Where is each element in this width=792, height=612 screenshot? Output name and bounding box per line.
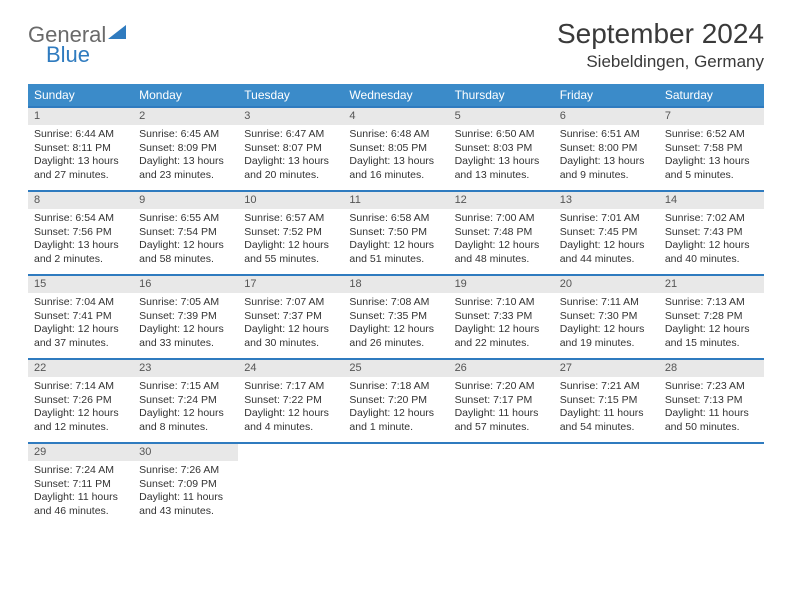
day-number-cell: 13 bbox=[554, 191, 659, 209]
logo-triangle-icon bbox=[108, 25, 126, 39]
day-number-cell: 20 bbox=[554, 275, 659, 293]
day-number-cell: 23 bbox=[133, 359, 238, 377]
day-number-row: 22232425262728 bbox=[28, 359, 764, 377]
day-content-cell: Sunrise: 7:20 AMSunset: 7:17 PMDaylight:… bbox=[449, 377, 554, 443]
day-content-cell: Sunrise: 7:01 AMSunset: 7:45 PMDaylight:… bbox=[554, 209, 659, 275]
weekday-sunday: Sunday bbox=[28, 84, 133, 107]
day-content-cell: Sunrise: 7:00 AMSunset: 7:48 PMDaylight:… bbox=[449, 209, 554, 275]
day-number-cell: 30 bbox=[133, 443, 238, 461]
day-content-row: Sunrise: 7:24 AMSunset: 7:11 PMDaylight:… bbox=[28, 461, 764, 527]
day-number-cell: 19 bbox=[449, 275, 554, 293]
day-number-cell: 25 bbox=[343, 359, 448, 377]
day-number-cell: 16 bbox=[133, 275, 238, 293]
day-content-cell: Sunrise: 7:26 AMSunset: 7:09 PMDaylight:… bbox=[133, 461, 238, 527]
day-number-cell: 17 bbox=[238, 275, 343, 293]
day-number-cell: 5 bbox=[449, 107, 554, 125]
day-content-cell: Sunrise: 7:17 AMSunset: 7:22 PMDaylight:… bbox=[238, 377, 343, 443]
day-number-cell: 4 bbox=[343, 107, 448, 125]
day-number-cell bbox=[238, 443, 343, 461]
day-number-row: 891011121314 bbox=[28, 191, 764, 209]
day-number-cell: 27 bbox=[554, 359, 659, 377]
day-content-cell: Sunrise: 7:15 AMSunset: 7:24 PMDaylight:… bbox=[133, 377, 238, 443]
day-number-cell: 3 bbox=[238, 107, 343, 125]
weekday-header-row: Sunday Monday Tuesday Wednesday Thursday… bbox=[28, 84, 764, 107]
day-number-cell bbox=[449, 443, 554, 461]
day-number-cell bbox=[343, 443, 448, 461]
day-content-cell: Sunrise: 6:48 AMSunset: 8:05 PMDaylight:… bbox=[343, 125, 448, 191]
day-content-cell bbox=[659, 461, 764, 527]
day-content-cell: Sunrise: 7:21 AMSunset: 7:15 PMDaylight:… bbox=[554, 377, 659, 443]
day-content-cell: Sunrise: 7:14 AMSunset: 7:26 PMDaylight:… bbox=[28, 377, 133, 443]
day-number-cell: 26 bbox=[449, 359, 554, 377]
day-number-row: 15161718192021 bbox=[28, 275, 764, 293]
day-content-cell: Sunrise: 7:08 AMSunset: 7:35 PMDaylight:… bbox=[343, 293, 448, 359]
day-number-cell: 11 bbox=[343, 191, 448, 209]
day-content-row: Sunrise: 6:54 AMSunset: 7:56 PMDaylight:… bbox=[28, 209, 764, 275]
day-number-cell: 1 bbox=[28, 107, 133, 125]
day-number-cell bbox=[659, 443, 764, 461]
day-content-cell bbox=[343, 461, 448, 527]
calendar-table: Sunday Monday Tuesday Wednesday Thursday… bbox=[28, 84, 764, 527]
day-content-cell: Sunrise: 7:13 AMSunset: 7:28 PMDaylight:… bbox=[659, 293, 764, 359]
day-number-row: 2930 bbox=[28, 443, 764, 461]
weekday-saturday: Saturday bbox=[659, 84, 764, 107]
day-content-cell: Sunrise: 6:52 AMSunset: 7:58 PMDaylight:… bbox=[659, 125, 764, 191]
day-content-cell: Sunrise: 6:45 AMSunset: 8:09 PMDaylight:… bbox=[133, 125, 238, 191]
day-content-cell: Sunrise: 7:18 AMSunset: 7:20 PMDaylight:… bbox=[343, 377, 448, 443]
day-content-cell: Sunrise: 6:55 AMSunset: 7:54 PMDaylight:… bbox=[133, 209, 238, 275]
day-content-row: Sunrise: 6:44 AMSunset: 8:11 PMDaylight:… bbox=[28, 125, 764, 191]
day-content-cell bbox=[554, 461, 659, 527]
day-number-cell: 9 bbox=[133, 191, 238, 209]
weekday-monday: Monday bbox=[133, 84, 238, 107]
day-content-cell: Sunrise: 6:47 AMSunset: 8:07 PMDaylight:… bbox=[238, 125, 343, 191]
day-content-row: Sunrise: 7:04 AMSunset: 7:41 PMDaylight:… bbox=[28, 293, 764, 359]
day-number-cell: 7 bbox=[659, 107, 764, 125]
day-content-cell: Sunrise: 7:07 AMSunset: 7:37 PMDaylight:… bbox=[238, 293, 343, 359]
day-number-cell: 18 bbox=[343, 275, 448, 293]
day-content-row: Sunrise: 7:14 AMSunset: 7:26 PMDaylight:… bbox=[28, 377, 764, 443]
logo-word2: Blue bbox=[46, 42, 90, 68]
day-content-cell: Sunrise: 7:04 AMSunset: 7:41 PMDaylight:… bbox=[28, 293, 133, 359]
location: Siebeldingen, Germany bbox=[557, 52, 764, 72]
weekday-friday: Friday bbox=[554, 84, 659, 107]
day-content-cell: Sunrise: 6:50 AMSunset: 8:03 PMDaylight:… bbox=[449, 125, 554, 191]
header: General September 2024 Siebeldingen, Ger… bbox=[28, 18, 764, 72]
title-block: September 2024 Siebeldingen, Germany bbox=[557, 18, 764, 72]
day-number-cell: 22 bbox=[28, 359, 133, 377]
day-content-cell: Sunrise: 7:24 AMSunset: 7:11 PMDaylight:… bbox=[28, 461, 133, 527]
weekday-tuesday: Tuesday bbox=[238, 84, 343, 107]
day-number-cell: 12 bbox=[449, 191, 554, 209]
day-content-cell bbox=[449, 461, 554, 527]
day-number-cell: 28 bbox=[659, 359, 764, 377]
day-content-cell: Sunrise: 6:54 AMSunset: 7:56 PMDaylight:… bbox=[28, 209, 133, 275]
day-content-cell: Sunrise: 6:57 AMSunset: 7:52 PMDaylight:… bbox=[238, 209, 343, 275]
day-number-row: 1234567 bbox=[28, 107, 764, 125]
day-number-cell: 6 bbox=[554, 107, 659, 125]
day-number-cell: 8 bbox=[28, 191, 133, 209]
day-number-cell: 21 bbox=[659, 275, 764, 293]
day-number-cell: 2 bbox=[133, 107, 238, 125]
day-content-cell: Sunrise: 7:23 AMSunset: 7:13 PMDaylight:… bbox=[659, 377, 764, 443]
day-content-cell: Sunrise: 6:44 AMSunset: 8:11 PMDaylight:… bbox=[28, 125, 133, 191]
day-content-cell: Sunrise: 7:10 AMSunset: 7:33 PMDaylight:… bbox=[449, 293, 554, 359]
day-content-cell: Sunrise: 7:05 AMSunset: 7:39 PMDaylight:… bbox=[133, 293, 238, 359]
weekday-thursday: Thursday bbox=[449, 84, 554, 107]
day-content-cell: Sunrise: 7:02 AMSunset: 7:43 PMDaylight:… bbox=[659, 209, 764, 275]
day-content-cell: Sunrise: 7:11 AMSunset: 7:30 PMDaylight:… bbox=[554, 293, 659, 359]
day-number-cell bbox=[554, 443, 659, 461]
day-number-cell: 15 bbox=[28, 275, 133, 293]
month-title: September 2024 bbox=[557, 18, 764, 50]
day-number-cell: 29 bbox=[28, 443, 133, 461]
day-number-cell: 10 bbox=[238, 191, 343, 209]
day-content-cell: Sunrise: 6:51 AMSunset: 8:00 PMDaylight:… bbox=[554, 125, 659, 191]
weekday-wednesday: Wednesday bbox=[343, 84, 448, 107]
day-content-cell: Sunrise: 6:58 AMSunset: 7:50 PMDaylight:… bbox=[343, 209, 448, 275]
day-content-cell bbox=[238, 461, 343, 527]
day-number-cell: 14 bbox=[659, 191, 764, 209]
day-number-cell: 24 bbox=[238, 359, 343, 377]
